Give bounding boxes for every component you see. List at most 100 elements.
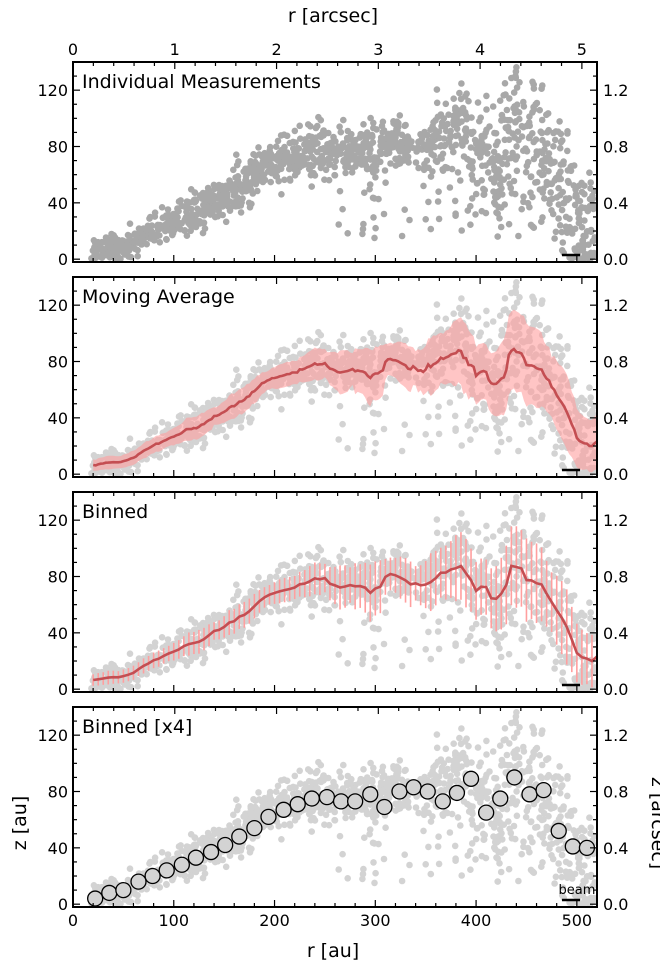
data-point [163,450,170,458]
data-point [526,418,533,426]
data-point [370,214,377,221]
data-point [422,646,430,653]
data-point [557,591,565,598]
data-point [272,358,280,366]
data-point [545,150,553,157]
data-point [296,337,304,345]
data-point [321,130,329,137]
data-point [337,773,345,781]
data-point [296,767,304,775]
data-point [396,112,404,119]
data-point [458,657,466,664]
data-point [379,333,387,341]
data-point [401,636,409,643]
data-point [472,190,480,198]
data-point [230,381,237,389]
data-point [550,143,557,150]
data-point [515,877,522,885]
data-point [247,373,254,380]
y-right-tick-label: 0.4 [603,194,628,213]
data-point [371,410,378,417]
data-point [515,662,522,670]
data-point [513,101,521,108]
y-tick-label: 80 [48,353,68,372]
data-point [261,176,269,184]
data-point [494,138,502,146]
data-point [387,160,394,167]
data-point [458,109,466,117]
data-point [513,143,520,150]
data-point [274,137,282,145]
data-point [332,157,340,165]
data-point [378,150,385,158]
data-point [421,128,428,136]
data-point [371,234,378,242]
data-point [360,220,367,228]
data-point [322,381,330,389]
data-point [379,548,387,556]
data-point [457,607,464,614]
data-point [548,422,555,429]
data-point [237,632,245,639]
data-point [538,157,546,165]
data-point [325,145,333,153]
data-point [506,546,514,554]
data-point [571,245,578,252]
data-point [541,195,548,202]
data-point [335,651,343,658]
data-point [575,215,583,222]
data-point [245,199,253,207]
data-point [586,384,593,392]
data-point [371,664,378,672]
data-point [380,425,388,433]
data-point [144,652,152,660]
data-point [268,169,276,177]
data-point [551,566,559,574]
data-point [267,393,275,401]
data-point [266,577,274,584]
data-point [467,221,474,228]
data-point [490,148,498,156]
data-point [481,133,488,140]
data-point [219,196,227,203]
data-point [444,120,451,128]
data-point [489,318,497,325]
data-point [496,97,504,104]
data-point [372,439,379,447]
data-point [306,381,313,388]
data-point [349,165,356,172]
data-point [402,121,409,129]
top-x-axis-label: r [arcsec] [288,5,378,27]
data-point [494,193,502,200]
data-point [387,590,394,597]
data-point [403,587,411,594]
data-point [564,362,571,370]
data-point [336,617,344,625]
data-point [498,541,506,549]
data-point [398,662,406,670]
data-point [496,645,503,652]
data-point [223,184,230,192]
data-point [530,321,538,329]
data-point [256,162,264,169]
data-point [568,875,576,882]
data-point [164,206,172,213]
data-point [462,138,470,145]
data-point [378,144,386,151]
data-point [158,204,166,211]
data-point [203,206,211,214]
data-point [467,417,474,425]
data-point [126,220,134,227]
data-point [520,413,527,421]
data-point [559,239,567,246]
data-point [451,412,459,420]
data-point [380,210,388,218]
data-point [385,140,392,147]
data-point [360,121,367,128]
data-point [114,253,122,260]
data-point [480,406,488,414]
data-point [434,758,442,766]
data-point [555,215,562,222]
data-point [286,392,294,399]
